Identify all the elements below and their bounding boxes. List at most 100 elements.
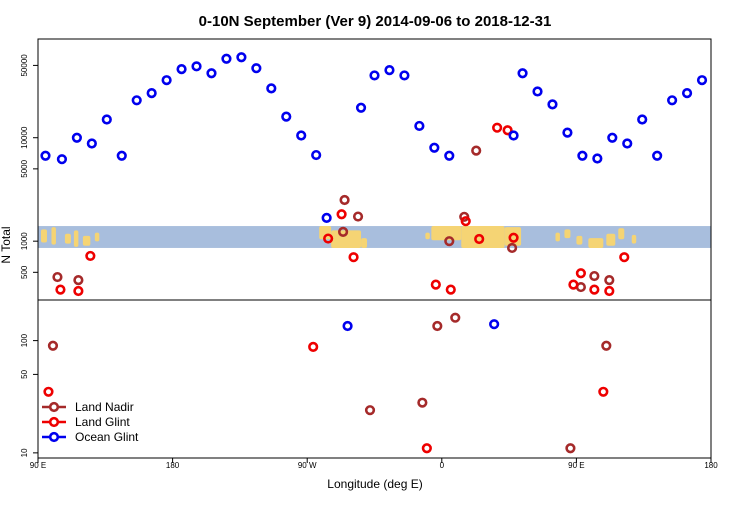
ocean-glint-point bbox=[384, 65, 395, 76]
land-nadir-point bbox=[52, 271, 63, 283]
legend-label-land-glint: Land Glint bbox=[75, 415, 130, 429]
ocean-glint-point bbox=[696, 75, 708, 86]
map-strip-land bbox=[555, 232, 560, 242]
ocean-glint-point bbox=[281, 111, 292, 122]
land-nadir-point bbox=[604, 275, 615, 286]
ocean-glint-point bbox=[667, 95, 678, 106]
land-glint-point bbox=[55, 284, 66, 295]
land-glint-point bbox=[568, 279, 579, 290]
ocean-glint-point bbox=[577, 150, 588, 161]
ocean-glint-point bbox=[532, 86, 543, 97]
land-glint-point bbox=[445, 284, 456, 295]
ocean-glint-point bbox=[131, 95, 142, 106]
legend-marker-ocean-glint bbox=[48, 431, 60, 443]
land-nadir-point bbox=[471, 145, 482, 156]
land-glint-point bbox=[73, 285, 84, 297]
land-nadir-point bbox=[417, 397, 428, 408]
lower-y-tick-label: 100 bbox=[20, 333, 29, 347]
land-nadir-point bbox=[450, 312, 461, 323]
ocean-glint-point bbox=[176, 64, 187, 75]
upper-y-tick-label: 50000 bbox=[20, 54, 29, 77]
ocean-glint-point bbox=[637, 114, 648, 125]
ocean-glint-point bbox=[161, 75, 172, 86]
map-strip-land bbox=[361, 238, 368, 248]
lower-panel-frame bbox=[37, 299, 712, 459]
ocean-glint-point bbox=[86, 138, 97, 149]
x-tick-label: 180 bbox=[166, 461, 180, 470]
map-strip-land bbox=[82, 235, 91, 246]
land-glint-point bbox=[323, 233, 334, 244]
land-nadir-point bbox=[337, 226, 349, 237]
x-axis-label: Longitude (deg E) bbox=[327, 477, 422, 491]
map-strip-land bbox=[51, 227, 56, 245]
ocean-glint-point bbox=[40, 150, 51, 161]
lower-y-tick-label: 10 bbox=[20, 448, 29, 457]
land-glint-point bbox=[492, 122, 503, 133]
map-strip-land bbox=[631, 234, 637, 244]
land-nadir-point bbox=[506, 242, 518, 254]
legend-label-land-nadir: Land Nadir bbox=[75, 400, 134, 414]
map-strip-land bbox=[73, 230, 79, 247]
ocean-glint-point bbox=[355, 102, 367, 113]
ocean-glint-point bbox=[622, 138, 633, 149]
upper-y-tick-label: 10000 bbox=[20, 126, 29, 149]
land-glint-point bbox=[474, 233, 485, 245]
x-tick-label: 90 E bbox=[568, 461, 584, 470]
land-nadir-point bbox=[601, 340, 612, 351]
land-glint-point bbox=[604, 285, 615, 297]
ocean-glint-point bbox=[547, 99, 558, 110]
ocean-glint-point bbox=[321, 212, 332, 223]
ocean-glint-point bbox=[607, 132, 618, 143]
ocean-glint-point bbox=[414, 120, 425, 132]
legend-label-ocean-glint: Ocean Glint bbox=[75, 430, 139, 444]
land-nadir-point bbox=[565, 443, 576, 454]
land-glint-point bbox=[336, 209, 347, 220]
ocean-glint-point bbox=[517, 68, 528, 79]
map-strip-land bbox=[564, 229, 571, 239]
ocean-glint-point bbox=[116, 150, 127, 161]
map-strip-ocean bbox=[38, 226, 711, 248]
land-nadir-point bbox=[589, 270, 600, 282]
plot-body: 90 E 180 90 W 0 90 E 180 500 1000 5000 10000 50000… bbox=[20, 38, 718, 470]
land-glint-point bbox=[502, 125, 513, 136]
map-strip-land bbox=[588, 238, 604, 248]
map-strip-land bbox=[606, 233, 616, 246]
lower-y-tick-label: 50 bbox=[20, 369, 29, 378]
ocean-glint-point bbox=[71, 132, 82, 143]
ocean-glint-point bbox=[429, 142, 440, 153]
land-glint-point bbox=[589, 284, 600, 295]
land-glint-point bbox=[348, 252, 359, 263]
land-nadir-point bbox=[432, 320, 443, 332]
upper-y-tick-label: 500 bbox=[20, 265, 29, 279]
land-glint-point bbox=[598, 386, 609, 397]
ocean-glint-point bbox=[342, 320, 353, 332]
chart-title: 0-10N September (Ver 9) 2014-09-06 to 20… bbox=[199, 13, 552, 30]
ocean-glint-point bbox=[592, 153, 603, 164]
map-strip-land bbox=[64, 233, 71, 244]
land-glint-point bbox=[85, 250, 96, 262]
ocean-glint-point bbox=[251, 63, 262, 74]
legend-marker-land-glint bbox=[48, 416, 60, 428]
upper-y-tick-label: 1000 bbox=[20, 232, 29, 250]
y-axis-label: N Total bbox=[0, 226, 13, 263]
ocean-glint-point bbox=[266, 83, 277, 94]
legend-marker-land-nadir bbox=[48, 401, 60, 413]
land-glint-point bbox=[508, 232, 519, 243]
ocean-glint-point bbox=[681, 87, 693, 99]
land-glint-point bbox=[460, 216, 471, 227]
land-nadir-point bbox=[47, 340, 59, 351]
ocean-glint-point bbox=[146, 87, 157, 99]
land-glint-point bbox=[575, 268, 586, 279]
ocean-glint-point bbox=[508, 130, 519, 141]
land-glint-point bbox=[43, 386, 54, 397]
ocean-glint-point bbox=[101, 114, 112, 125]
ocean-glint-point bbox=[369, 70, 380, 81]
x-tick-label: 90 W bbox=[298, 461, 317, 470]
ocean-glint-point bbox=[296, 130, 307, 141]
land-nadir-point bbox=[352, 211, 364, 222]
ocean-glint-point bbox=[206, 68, 217, 79]
map-strip-land bbox=[618, 228, 625, 240]
ocean-glint-point bbox=[562, 127, 573, 138]
ocean-glint-point bbox=[444, 150, 455, 161]
